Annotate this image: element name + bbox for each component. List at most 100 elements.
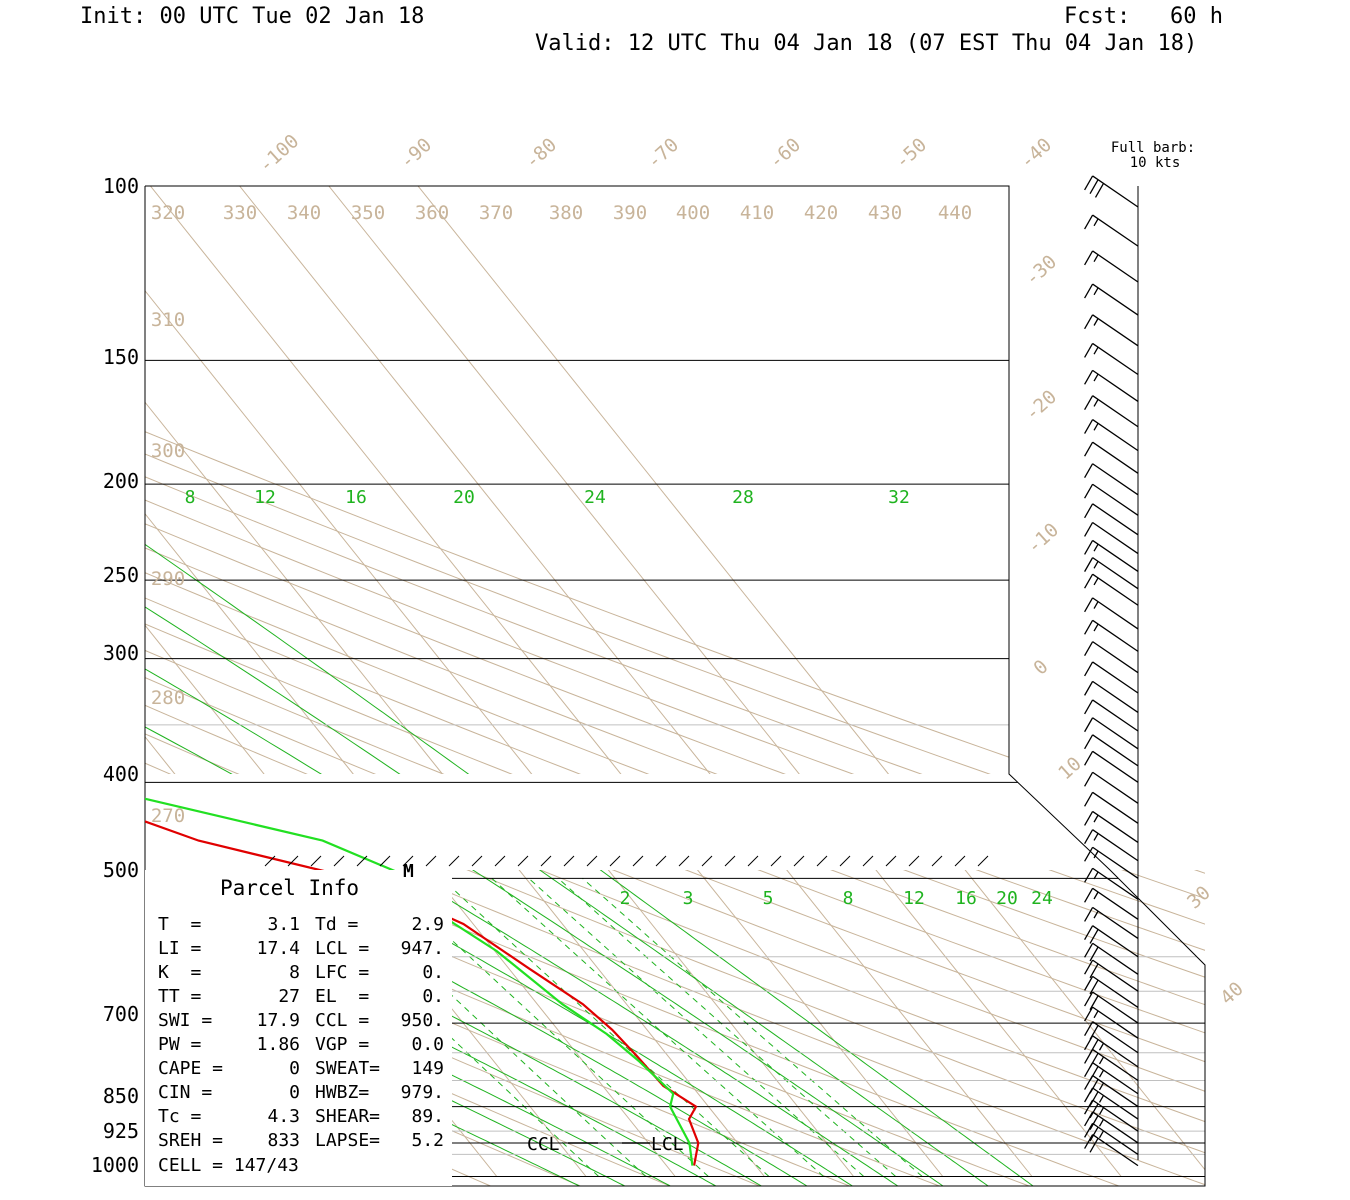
wind-barb <box>1084 717 1139 750</box>
parcel-info-title: Parcel Info <box>220 876 359 900</box>
dry-adiabat <box>903 870 1205 978</box>
moist-adiabat <box>452 1015 763 1186</box>
parcel-label: LAPSE= <box>315 1130 380 1151</box>
hatch-mark <box>379 855 391 867</box>
parcel-value: 0 <box>289 1082 300 1103</box>
temp-label: -90 <box>396 134 436 173</box>
wind-barb <box>1084 573 1139 606</box>
theta-label: 270 <box>151 805 185 827</box>
dry-adiabat <box>452 988 941 1186</box>
isotherm <box>452 896 676 1177</box>
wind-barb <box>1084 991 1139 1024</box>
barb-legend-line1: Full barb: <box>1111 140 1195 156</box>
temp-label: 10 <box>1054 753 1086 785</box>
dry-adiabat <box>145 476 923 774</box>
isotherm <box>964 870 1205 1171</box>
pressure-label: 150 <box>103 345 139 369</box>
isotherm <box>518 870 765 1177</box>
parcel-value: 947. <box>401 938 444 959</box>
theta-label: 370 <box>479 202 513 224</box>
dry-adiabat <box>145 499 855 774</box>
moist-adiabat <box>145 606 401 774</box>
hatch-mark <box>977 855 989 867</box>
temp-label: -40 <box>1016 134 1056 173</box>
wind-barb <box>1084 734 1139 767</box>
moist-adiabat <box>452 981 808 1186</box>
temperature-profile <box>145 206 700 1166</box>
theta-e-label: 32 <box>888 487 910 508</box>
isotherm <box>145 401 444 774</box>
mixing-ratio-line <box>452 939 709 1177</box>
parcel-value: 0.0 <box>411 1034 444 1055</box>
isotherm <box>0 186 51 1177</box>
isotherm <box>145 512 354 774</box>
hatch-mark <box>333 855 345 867</box>
wind-barb <box>1084 791 1139 824</box>
hatch-mark <box>494 855 506 867</box>
theta-label: 320 <box>151 202 185 224</box>
mixing-ratio-label: 20 <box>996 888 1018 909</box>
wind-barb <box>1084 1099 1139 1132</box>
parcel-label: LCL = <box>315 938 369 959</box>
parcel-cell: CELL = 147/43 <box>158 1155 299 1176</box>
hatch-mark <box>425 855 437 867</box>
pressure-label: 200 <box>103 469 139 493</box>
theta-label: 380 <box>549 202 583 224</box>
dewpoint-profile <box>145 206 694 1166</box>
temp-label: -30 <box>1021 251 1061 290</box>
parcel-value: 2.9 <box>411 914 444 935</box>
mixing-ratio-label: 5 <box>763 888 774 909</box>
temp-label: 40 <box>1216 978 1248 1010</box>
wind-barb <box>1084 810 1139 843</box>
parcel-label: CCL = <box>315 1010 369 1031</box>
isotherm <box>875 870 1122 1177</box>
pressure-label: 925 <box>103 1119 139 1143</box>
hatch-mark <box>586 855 598 867</box>
dry-adiabat <box>830 870 1205 1006</box>
wind-barb <box>1084 539 1139 573</box>
hatch-mark <box>471 855 483 867</box>
dry-adiabat <box>145 572 650 774</box>
wind-barb <box>1084 1134 1139 1167</box>
parcel-value: 5.2 <box>411 1130 444 1151</box>
parcel-label: Td = <box>315 914 359 935</box>
wind-barb <box>1084 975 1139 1008</box>
wind-barb <box>1084 419 1139 452</box>
hatch-mark <box>287 855 299 867</box>
parcel-value: 979. <box>401 1082 444 1103</box>
wind-barb <box>1084 503 1139 536</box>
dry-adiabat <box>539 870 1205 1123</box>
parcel-value: 833 <box>267 1130 300 1151</box>
valid-time: Valid: 12 UTC Thu 04 Jan 18 (07 EST Thu … <box>535 31 1198 56</box>
init-time: Init: 00 UTC Tue 02 Jan 18 <box>80 4 425 29</box>
temp-label: -80 <box>521 134 561 173</box>
theta-label: 350 <box>351 202 385 224</box>
pressure-label: 300 <box>103 641 139 665</box>
wind-barb <box>1084 557 1139 590</box>
forecast-hour: Fcst: 60 h <box>1064 4 1223 29</box>
wind-barb <box>1084 771 1139 804</box>
hatch-mark <box>839 855 851 867</box>
theta-label: 330 <box>223 202 257 224</box>
lcl-marker: LCL <box>651 1134 684 1155</box>
hatch-mark <box>701 855 713 867</box>
moist-adiabat <box>452 942 854 1186</box>
dry-adiabat <box>452 1022 851 1186</box>
hatch-mark <box>356 855 368 867</box>
parcel-value: 27 <box>278 986 300 1007</box>
moist-adiabat <box>145 668 322 774</box>
moist-adiabat <box>452 1074 672 1186</box>
parcel-value: 950. <box>401 1010 444 1031</box>
dry-adiabat <box>452 1093 672 1186</box>
hatch-mark <box>862 855 874 867</box>
theta-label: 360 <box>415 202 449 224</box>
dry-adiabat <box>684 870 1205 1063</box>
theta-e-label: 24 <box>584 487 606 508</box>
isotherm <box>239 186 711 774</box>
dry-adiabat <box>452 1057 762 1186</box>
temp-label: -60 <box>765 134 805 173</box>
parcel-label: SREH = <box>158 1130 223 1151</box>
parcel-value: 89. <box>411 1106 444 1127</box>
theta-e-label: 20 <box>453 487 475 508</box>
